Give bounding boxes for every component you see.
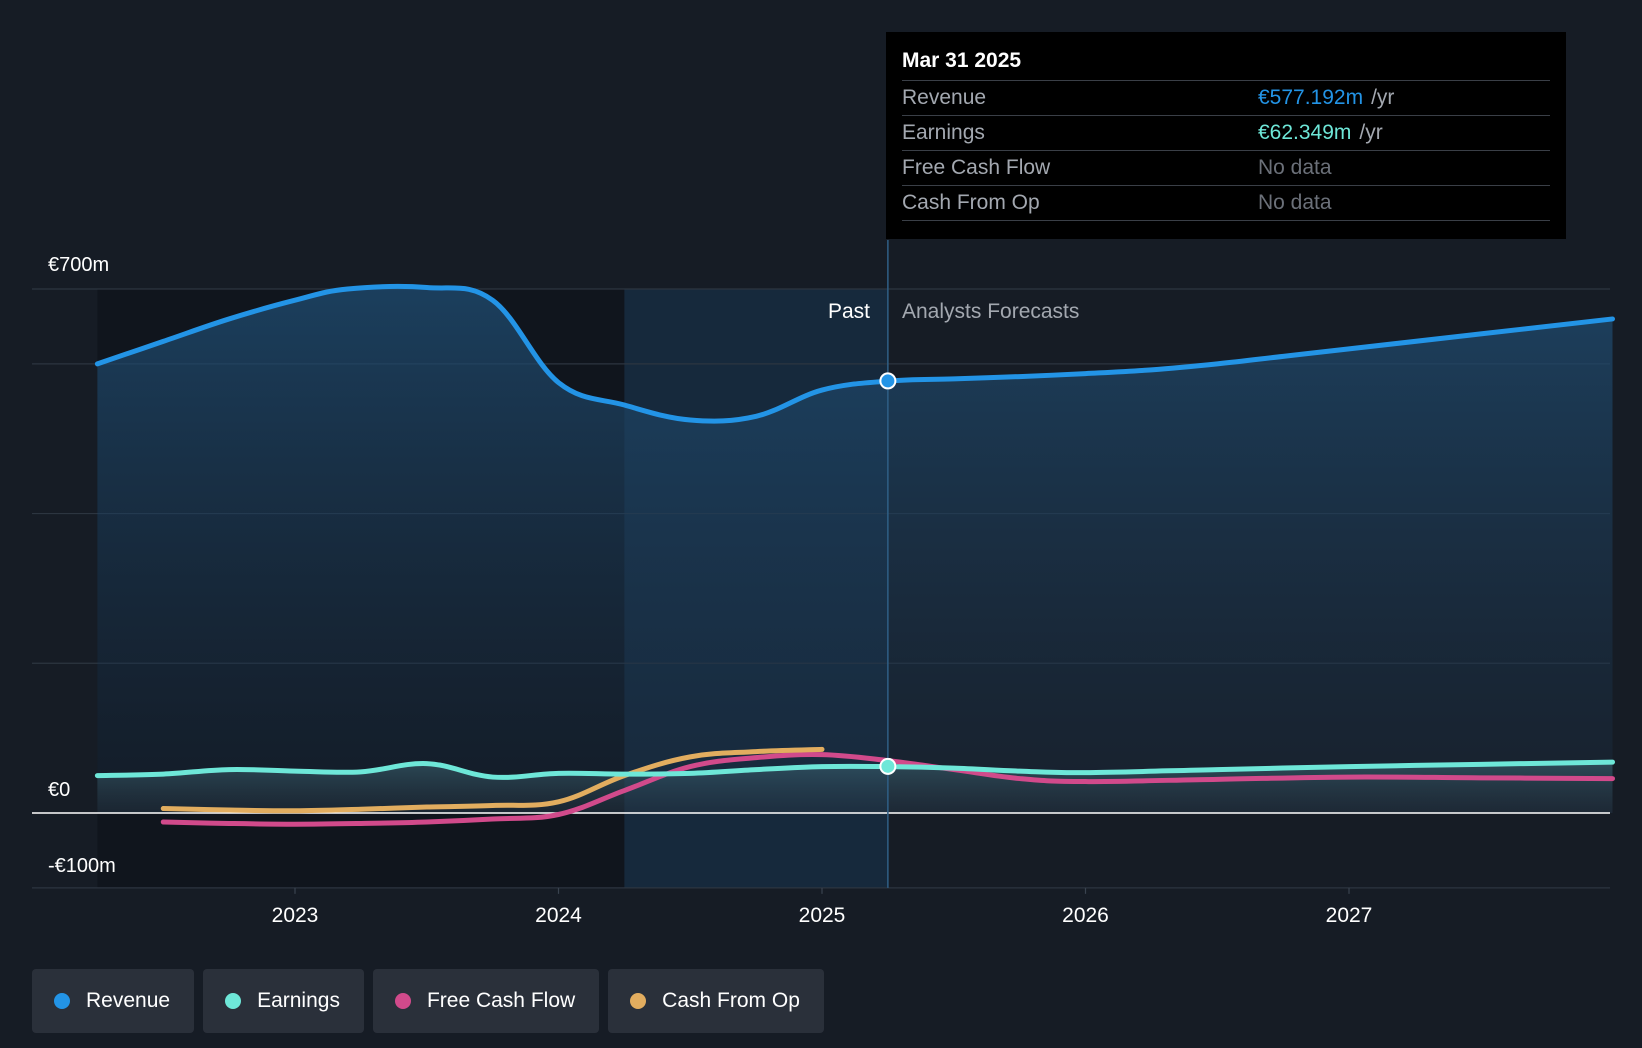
tooltip-unit: /yr	[1359, 121, 1383, 144]
tooltip-value: No data	[1258, 191, 1332, 214]
series-line-revenue	[94, 283, 1615, 424]
data-tooltip: Mar 31 2025 Revenue €577.192m /yr Earnin…	[886, 32, 1566, 239]
chart-legend: Revenue Earnings Free Cash Flow Cash Fro…	[32, 969, 824, 1033]
x-tick-label: 2025	[799, 904, 846, 927]
legend-item-free-cash-flow[interactable]: Free Cash Flow	[372, 969, 600, 1033]
dot-icon	[54, 993, 70, 1009]
dot-icon	[225, 993, 242, 1009]
x-tick-label: 2027	[1326, 904, 1373, 927]
past-section-label: Past	[827, 300, 870, 323]
tooltip-row-earnings: Earnings €62.349m /yr	[902, 115, 1550, 150]
tooltip-label: Cash From Op	[902, 191, 1040, 214]
tooltip-date: Mar 31 2025	[902, 49, 1022, 72]
dot-icon	[630, 993, 647, 1009]
tooltip-value: €62.349m	[1258, 121, 1352, 144]
legend-label: Free Cash Flow	[426, 989, 576, 1012]
chart-plot: 2023 2024 2025 2026 2027	[32, 240, 1615, 927]
y-tick-label-top: €700m	[48, 254, 110, 276]
dot-icon	[394, 993, 411, 1009]
legend-item-earnings[interactable]: Earnings	[203, 969, 364, 1033]
legend-label: Cash From Op	[662, 989, 800, 1012]
highlight-point-earnings	[879, 757, 897, 775]
series-line-earnings	[94, 759, 1615, 780]
revenue-area	[97, 286, 1613, 813]
highlight-point-revenue	[879, 372, 897, 390]
series-line-free-cash-flow	[160, 752, 1615, 827]
tooltip-row-cash-from-op: Cash From Op No data	[902, 185, 1550, 221]
x-tick-label: 2026	[1062, 904, 1109, 927]
tooltip-value: No data	[1258, 156, 1332, 179]
tooltip-label: Revenue	[902, 86, 987, 109]
legend-item-revenue[interactable]: Revenue	[32, 969, 195, 1033]
legend-label: Revenue	[86, 989, 171, 1012]
x-tick-label: 2023	[272, 904, 319, 927]
y-tick-label-zero: €0	[48, 779, 71, 801]
x-tick-label: 2024	[535, 904, 582, 927]
tooltip-value: €577.192m	[1258, 86, 1364, 109]
y-tick-label-bottom: -€100m	[48, 855, 116, 877]
legend-item-cash-from-op[interactable]: Cash From Op	[608, 969, 824, 1033]
legend-label: Earnings	[257, 989, 340, 1012]
tooltip-label: Earnings	[902, 121, 985, 144]
forecast-section-label: Analysts Forecasts	[902, 300, 1080, 323]
tooltip-row-free-cash-flow: Free Cash Flow No data	[902, 150, 1550, 185]
tooltip-label: Free Cash Flow	[902, 156, 1051, 179]
tooltip-unit: /yr	[1371, 86, 1395, 109]
tooltip-row-revenue: Revenue €577.192m /yr	[902, 80, 1550, 115]
series-line-cash-from-op	[160, 746, 825, 814]
